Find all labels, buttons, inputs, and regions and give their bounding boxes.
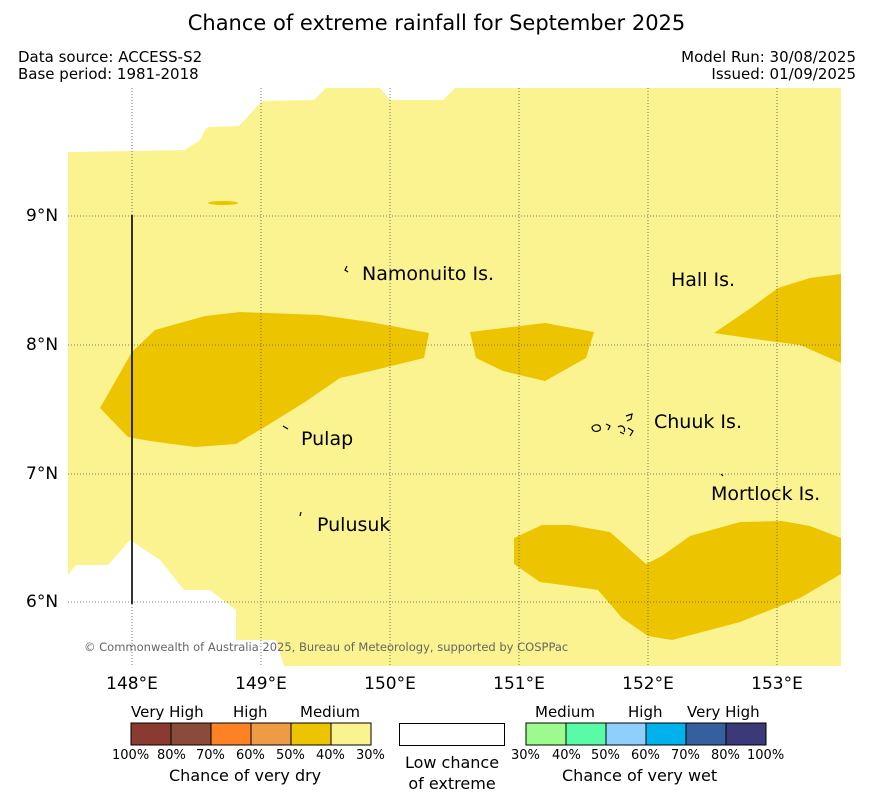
place-pulusuk: Pulusuk [317,514,391,536]
base-period: Base period: 1981-2018 [18,65,199,83]
map-title: Chance of extreme rainfall for September… [187,11,686,35]
legend-dry-tick: 40% [316,748,345,763]
legend-low-chance-label: Low chance of extreme [380,752,524,794]
dry-40-region-northeast [714,274,841,363]
dry-40-region-central [470,323,594,381]
place-hall: Hall Is. [671,269,736,291]
legend-dry-very-high: Very High [131,703,204,721]
legend-low-line2: of extreme [408,774,496,793]
legend-wet-tick: 30% [511,748,540,763]
legend-wet-tick: 80% [711,748,740,763]
low-chance-patch [66,87,230,152]
legend-wet-colorbar [525,722,767,746]
lat-label-9n: 9°N [26,206,59,226]
legend-dry-tick: 70% [196,748,225,763]
legend-dry-caption: Chance of very dry [169,766,322,785]
legend-wet-tick: 50% [591,748,620,763]
legend-dry-tick: 100% [112,748,150,763]
legend-dry-tick: 60% [236,748,265,763]
model-run: Model Run: 30/08/2025 [681,48,856,66]
place-namonuito: Namonuito Is. [362,263,495,285]
lon-label-152e: 152°E [622,674,674,694]
data-source: Data source: ACCESS-S2 [18,48,203,66]
lat-label-6n: 6°N [26,592,59,612]
dry-40-region-southeast [514,521,841,640]
lon-label-153e: 153°E [751,674,803,694]
issued-date: Issued: 01/09/2025 [711,65,856,83]
legend-wet-tick: 100% [747,748,785,763]
legend-dry-swatch [210,722,252,746]
island-mortlock [720,473,724,477]
island-namonuito [344,265,349,273]
legend-wet-very-high: Very High [687,703,760,721]
place-mortlock: Mortlock Is. [711,483,821,505]
legend-wet-caption: Chance of very wet [562,766,718,785]
legend-wet-tick: 40% [552,748,581,763]
legend-wet-tick: 60% [631,748,660,763]
lon-label-151e: 151°E [493,674,545,694]
legend-dry-tick: 80% [157,748,186,763]
legend-dry-tick: 50% [276,748,305,763]
dry-40-sliver [208,201,238,205]
legend-dry-high: High [233,703,268,721]
legend-wet-high: High [628,703,663,721]
legend-wet-swatch [645,722,687,746]
legend-wet-swatch [525,722,567,746]
legend-wet-swatch [565,722,607,746]
data-info-right: Model Run: 30/08/2025 Issued: 01/09/2025 [681,49,856,83]
lat-label-8n: 8°N [26,335,59,355]
legend-dry-swatch [290,722,332,746]
lon-label-149e: 149°E [235,674,287,694]
island-pulusuk [299,511,302,517]
legend-low-line1: Low chance [404,753,500,772]
legend-wet-swatch [685,722,727,746]
lon-label-148e: 148°E [106,674,158,694]
island-chuuk [591,413,634,437]
legend-wet-medium: Medium [535,703,595,721]
lon-label-150e: 150°E [364,674,416,694]
copyright-credit: © Commonwealth of Australia 2025, Bureau… [84,640,569,654]
legend-dry-colorbar [130,722,372,746]
legend-dry-swatch [330,722,372,746]
legend-wet-swatch [725,722,767,746]
legend-dry-swatch [130,722,172,746]
island-pulap [282,425,289,430]
legend-low-chance-swatch [399,723,505,746]
legend-wet-tick: 70% [671,748,700,763]
dry-40-region-west [100,312,429,447]
lat-label-7n: 7°N [26,464,59,484]
legend-dry-swatch [250,722,292,746]
legend-dry-tick: 30% [356,748,385,763]
legend-wet-swatch [605,722,647,746]
legend-dry-medium: Medium [300,703,360,721]
place-chuuk: Chuuk Is. [654,411,742,433]
island-outlines [282,265,724,517]
place-pulap: Pulap [301,428,354,450]
legend-dry-swatch [170,722,212,746]
data-info-left: Data source: ACCESS-S2 Base period: 1981… [18,49,202,83]
